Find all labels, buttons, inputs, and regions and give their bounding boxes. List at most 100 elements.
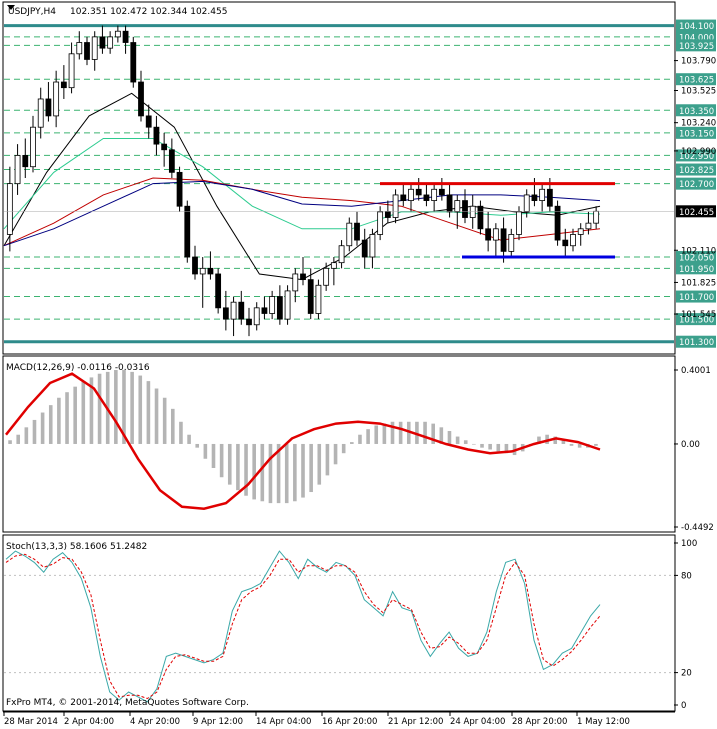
candle	[91, 36, 98, 60]
candle	[37, 98, 44, 128]
candle	[300, 273, 306, 281]
candle	[22, 155, 29, 168]
time-axis-label: 16 Apr 20:00	[322, 717, 377, 727]
current-price-label: 102.455	[679, 208, 714, 218]
candle	[323, 267, 330, 286]
candle	[454, 200, 461, 213]
level-label-bg	[676, 163, 716, 176]
candle	[330, 262, 337, 269]
level-label-bg	[676, 313, 716, 326]
level-label: 103.150	[679, 129, 714, 139]
macd-bar	[301, 443, 305, 498]
candle	[145, 115, 152, 128]
candle	[261, 307, 268, 314]
time-axis-label: 21 Apr 12:00	[388, 717, 443, 727]
macd-bar	[561, 440, 566, 444]
macd-bar	[333, 443, 338, 465]
candle	[570, 234, 576, 247]
candle	[462, 200, 468, 218]
candle	[161, 143, 168, 151]
level-label-bg	[676, 177, 716, 190]
candle	[423, 194, 430, 201]
macd-bar	[252, 443, 256, 500]
axis-tick-label: 102.990	[681, 147, 716, 157]
time-axis-label: 2 Apr 04:00	[64, 717, 114, 727]
macd-bar	[211, 443, 216, 468]
candle	[122, 30, 129, 43]
axis-tick-label: 103.525	[681, 87, 716, 97]
macd-bar	[423, 421, 427, 444]
level-label: 101.950	[679, 265, 714, 275]
candle	[446, 194, 453, 213]
level-label: 103.925	[679, 42, 714, 52]
candle	[276, 296, 283, 320]
stoch-panel-frame	[2, 534, 676, 712]
stoch-axis-label: 20	[681, 669, 692, 679]
candle	[269, 296, 276, 314]
macd-bar	[81, 381, 86, 444]
candle	[585, 222, 592, 230]
candle	[408, 188, 414, 201]
candle	[531, 194, 538, 201]
macd-bar	[415, 421, 419, 444]
macd-bar	[122, 370, 126, 444]
macd-bar	[350, 442, 354, 444]
macd-bar	[594, 443, 598, 446]
candle	[107, 36, 114, 49]
macd-bar	[236, 443, 240, 491]
candles	[6, 25, 600, 337]
level-label-bg	[676, 104, 716, 117]
candle	[222, 307, 229, 320]
price-panel[interactable]: USDJPY,H4 102.351 102.472 102.344 102.45…	[2, 1, 716, 355]
macd-bar	[406, 421, 411, 444]
macd-axis-ticks: 0.4001 0.00 -0.4492	[674, 366, 714, 533]
level-label: 101.700	[679, 293, 714, 303]
candle	[477, 205, 484, 230]
macd-bar	[341, 443, 346, 454]
level-label: 102.950	[679, 152, 714, 162]
level-label: 104.000	[679, 33, 714, 43]
macd-bar	[480, 443, 484, 448]
macd-bar	[309, 443, 313, 493]
time-axis: 28 Mar 2014 2 Apr 04:00 4 Apr 20:00 9 Apr 1…	[3, 711, 675, 727]
level-label-bg	[676, 149, 716, 162]
candle	[369, 234, 376, 258]
candle	[99, 36, 106, 49]
macd-bar	[203, 443, 208, 459]
candle	[168, 149, 175, 173]
stoch-axis-label: 80	[681, 571, 692, 581]
candle	[500, 228, 507, 252]
time-axis-label: 14 Apr 04:00	[256, 717, 311, 727]
macd-bar	[138, 375, 143, 444]
candle	[292, 273, 299, 292]
macd-bar	[317, 443, 322, 485]
macd-bar	[57, 397, 61, 444]
stoch-panel[interactable]: Stoch(13,3,3) 58.1606 51.2482 100 80 20 0 F…	[2, 534, 697, 712]
candle	[199, 267, 206, 275]
chart-toggle-triangle[interactable]	[7, 5, 15, 10]
candle	[45, 98, 52, 117]
time-axis-label: 28 Apr 20:00	[512, 717, 567, 727]
macd-axis-label: 0.4001	[681, 366, 711, 376]
macd-bar	[366, 429, 370, 444]
stoch-title: Stoch(13,3,3) 58.1606 51.2482	[6, 542, 147, 552]
macd-bar	[455, 436, 460, 444]
axis-tick-label: 102.110	[681, 246, 716, 256]
level-label-bg	[676, 290, 716, 303]
candle	[138, 81, 144, 117]
macd-bar	[89, 377, 94, 444]
current-price-bg	[676, 205, 716, 218]
macd-bar	[32, 419, 37, 444]
candle	[215, 273, 222, 309]
candle	[114, 30, 121, 38]
candle	[176, 171, 183, 207]
macd-panel[interactable]: MACD(12,26,9) -0.0116 -0.0316 0.4001 0.00…	[2, 355, 714, 533]
macd-bar	[171, 408, 175, 444]
candle	[6, 183, 13, 235]
macd-bar	[16, 434, 21, 444]
level-label-bg	[676, 126, 716, 139]
macd-bar	[130, 371, 134, 444]
candle	[384, 211, 391, 218]
macd-bar	[24, 427, 29, 444]
